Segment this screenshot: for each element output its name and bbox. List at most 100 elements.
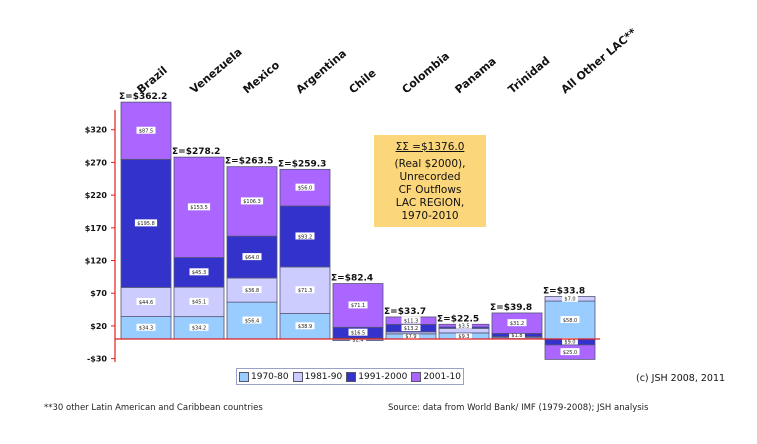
segment-label-bg: [189, 323, 209, 331]
y-tick-label: $20: [90, 322, 107, 331]
segment-label-bg: [507, 319, 527, 327]
y-tick-label: $270: [85, 158, 108, 167]
segment-label-bg: [295, 286, 315, 294]
segment-label: $106.3: [243, 199, 261, 205]
annotation-line: (Real $2000),: [394, 158, 466, 170]
y-tick-label: $170: [85, 224, 108, 233]
segment-label: $153.5: [190, 205, 208, 211]
segment-label: $56.4: [245, 318, 259, 324]
bar-total-label: Σ=$259.3: [278, 159, 326, 169]
segment-label: $13.2: [404, 326, 418, 332]
legend-item: 1970-80: [239, 371, 289, 382]
segment-label-bg: [562, 337, 578, 345]
segment-label-bg: [560, 316, 580, 324]
segment-label: $93.2: [298, 234, 312, 240]
bars-group: $34.3 $44.6 $195.8 $87.5 Σ=$362.2 $34.2 $45.1 $…: [119, 92, 596, 360]
category-label: Colombia: [400, 49, 452, 96]
segment-label-bg: [189, 297, 209, 305]
segment-label-bg: [456, 321, 472, 329]
annotation-line: 1970-2010: [401, 210, 459, 222]
legend-swatch: [346, 371, 357, 382]
segment-label-bg: [136, 297, 156, 305]
legend-item: 1991-2000: [346, 371, 408, 382]
copyright-text: (c) JSH 2008, 2011: [636, 373, 726, 384]
segment-label: $71.1: [351, 303, 365, 309]
segment-label: $56.0: [298, 185, 312, 191]
legend-swatch: [239, 371, 249, 382]
segment-label-bg: [295, 183, 315, 191]
segment-label-bg: [242, 286, 262, 294]
segment-label-bg: [242, 253, 262, 261]
category-label: Panama: [453, 55, 499, 97]
bar-total-label: Σ=$33.8: [543, 286, 585, 296]
legend-item: 2001-10: [411, 371, 461, 382]
segment-label: $44.6: [139, 300, 153, 306]
segment-label: $64.0: [245, 255, 259, 261]
segment-label-bg: [401, 316, 421, 324]
legend-item: 1981-90: [292, 371, 343, 382]
segment-label-bg: [348, 328, 368, 336]
segment-label: $7.9: [405, 334, 416, 340]
y-tick-label: $120: [85, 257, 108, 266]
segment-label: $45.3: [192, 270, 206, 276]
segment-label: $31.2: [510, 321, 524, 327]
segment-label-bg: [242, 316, 262, 324]
segment-label: $9.3: [458, 334, 469, 340]
bar-segment: [173, 156, 225, 258]
y-tick-label: $320: [85, 126, 108, 135]
segment-label: $45.1: [192, 300, 206, 306]
segment-label: $3.5: [458, 323, 469, 329]
segment-label-bg: [187, 203, 211, 211]
segment-label: $58.0: [563, 318, 577, 324]
legend-swatch: [292, 371, 303, 382]
legend-swatch: [411, 371, 422, 382]
segment-label-bg: [136, 323, 156, 331]
segment-label-bg: [560, 348, 580, 356]
bar-total-label: Σ=$278.2: [172, 147, 220, 157]
segment-label: $2.4: [352, 338, 363, 344]
category-label: Chile: [347, 66, 379, 96]
legend: 1970-80 1981-90 1991-2000 2001-10: [236, 368, 464, 385]
segment-label-bg: [295, 322, 315, 330]
bar-total-label: Σ=$22.5: [437, 314, 479, 324]
footnote: **30 other Latin American and Caribbean …: [44, 403, 263, 413]
segment-label: $34.2: [192, 326, 206, 332]
segment-label: $1.8: [511, 333, 522, 339]
total-annotation-box: ΣΣ =$1376.0 (Real $2000), Unrecorded CF …: [374, 135, 486, 227]
y-tick-label: $70: [90, 289, 107, 298]
bar-total-label: Σ=$82.4: [331, 274, 373, 284]
category-label: All Other LAC**: [559, 26, 640, 97]
segment-label-bg: [134, 219, 158, 227]
segment-label: $36.8: [245, 288, 259, 294]
segment-label-bg: [401, 324, 421, 332]
annotation-line: LAC REGION,: [395, 197, 465, 209]
category-label: Argentina: [294, 47, 349, 96]
y-tick-label: -$30: [87, 355, 107, 364]
segment-label-bg: [456, 331, 472, 339]
segment-label: $195.8: [137, 221, 155, 227]
source-note: Source: data from World Bank/ IMF (1979-…: [388, 403, 649, 413]
bar-total-label: Σ=$39.8: [490, 303, 532, 313]
axes-group: -$30 $20 $70 $120 $170 $220 $270 $320: [85, 110, 600, 364]
segment-label: $87.5: [139, 129, 153, 135]
segment-label-bg: [403, 332, 419, 340]
segment-label: $38.9: [298, 324, 312, 330]
legend-label: 1981-90: [304, 371, 343, 382]
segment-label: $16.5: [351, 330, 365, 336]
bar-total-label: Σ=$362.2: [119, 92, 167, 102]
y-tick-label: $220: [85, 191, 108, 200]
segment-label: $9.0: [564, 340, 575, 346]
segment-label: $25.0: [563, 350, 577, 356]
annotation-line: Unrecorded: [399, 171, 461, 183]
grand-total-label: ΣΣ =$1376.0: [395, 141, 465, 153]
segment-label: $11.3: [404, 318, 418, 324]
segment-label: $34.3: [139, 326, 153, 332]
segment-label: $71.3: [298, 288, 312, 294]
legend-label: 1970-80: [251, 371, 289, 382]
legend-label: 1991-2000: [358, 371, 408, 382]
category-label: Venezuela: [188, 45, 245, 96]
annotation-line: CF Outflows: [398, 184, 462, 196]
bar-total-label: Σ=$263.5: [225, 157, 273, 167]
